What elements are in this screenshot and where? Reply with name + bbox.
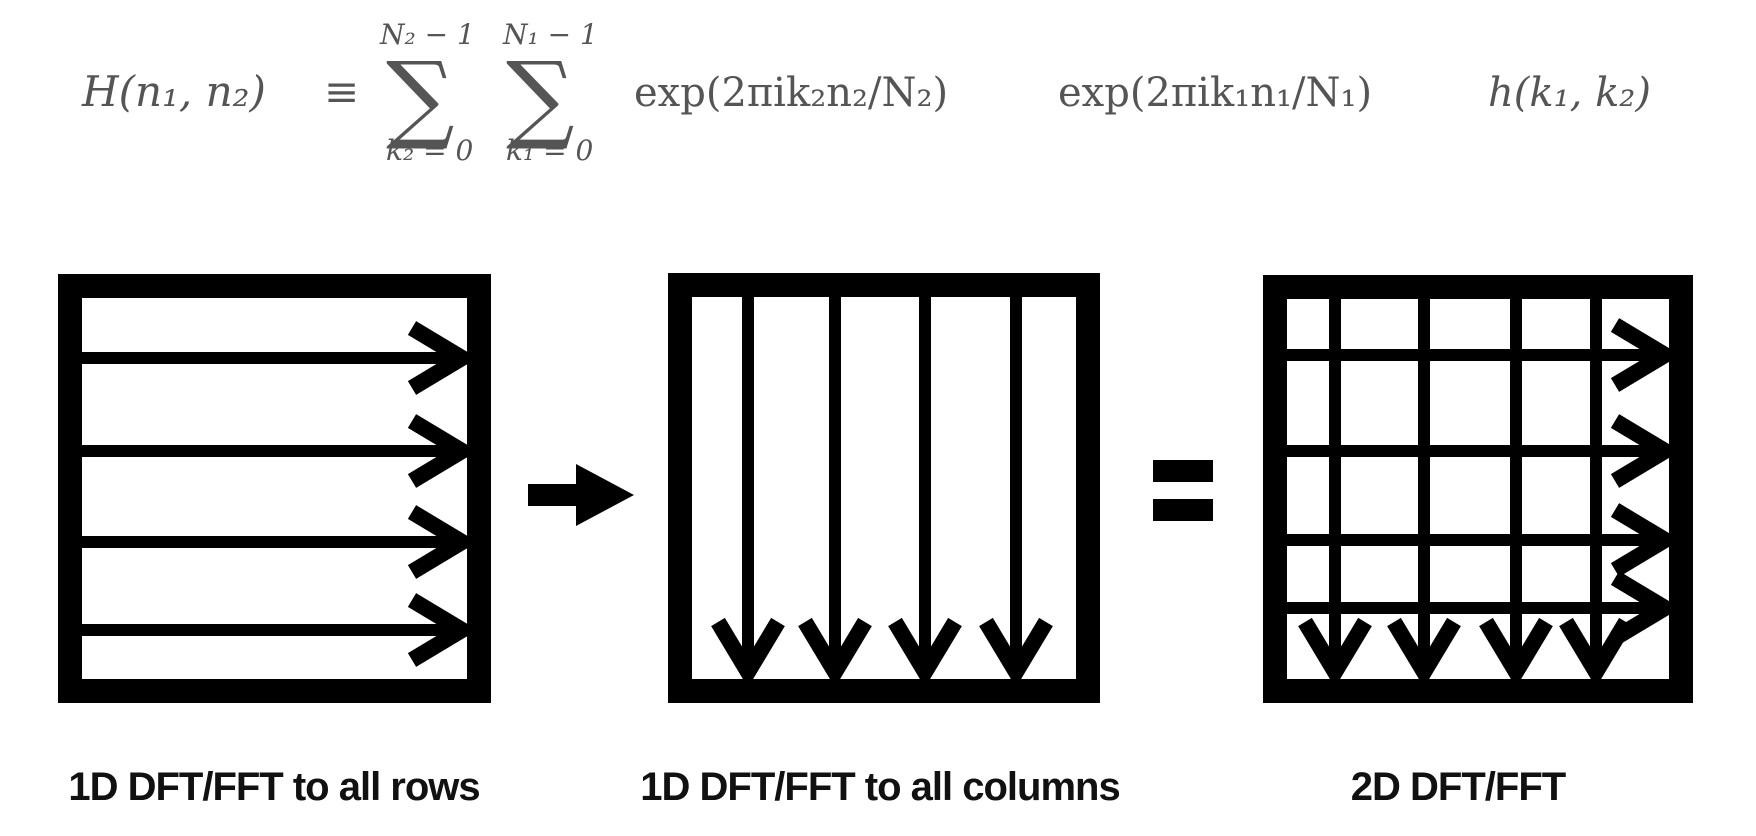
row-arrow (1287, 578, 1665, 638)
equals-sign-icon (1153, 460, 1213, 521)
row-arrow (1287, 421, 1665, 481)
column-arrow (805, 297, 865, 672)
panel-grid-frame (1263, 275, 1693, 703)
formula: H(n₁, n₂) ≡ N₂ − 1 ∑ k₂ = 0 N₁ − 1 ∑ k₁ … (81, 18, 1651, 167)
panel-rows: 1D DFT/FFT to all rows (58, 274, 491, 809)
sum-inner-lower: k₁ = 0 (506, 134, 593, 167)
column-arrow (986, 297, 1046, 672)
sum-outer-lower: k₂ = 0 (386, 134, 473, 167)
column-arrow (1394, 299, 1454, 672)
column-arrow (895, 297, 955, 672)
panel-columns-frame (668, 273, 1100, 703)
panel-columns-caption: 1D DFT/FFT to all columns (640, 765, 1119, 809)
panel-grid: 2D DFT/FFT (1263, 275, 1693, 809)
sum-inner-symbol: ∑ (506, 41, 575, 153)
column-arrow (1486, 299, 1546, 672)
right-arrow-icon (528, 464, 634, 526)
sum-inner-upper: N₁ − 1 (502, 18, 598, 51)
panel-rows-caption: 1D DFT/FFT to all rows (68, 765, 479, 809)
row-arrow (82, 512, 462, 572)
row-arrow (82, 600, 462, 660)
row-arrow (82, 328, 462, 388)
row-arrow (82, 421, 462, 481)
panel-columns: 1D DFT/FFT to all columns (640, 273, 1121, 809)
column-arrow (718, 297, 778, 672)
sum-outer-symbol: ∑ (386, 41, 455, 153)
column-arrow (1305, 299, 1365, 672)
panel-grid-caption: 2D DFT/FFT (1351, 765, 1566, 809)
formula-equiv: ≡ (324, 67, 359, 116)
formula-term-1: exp(2πik₂n₂/N₂) (634, 70, 948, 116)
panel-rows-frame (58, 274, 491, 703)
column-arrow (1566, 299, 1626, 672)
row-arrow (1287, 325, 1665, 385)
formula-term-2: exp(2πik₁n₁/N₁) (1058, 70, 1372, 116)
formula-term-3: h(k₁, k₂) (1488, 70, 1651, 116)
sum-outer-upper: N₂ − 1 (379, 18, 475, 51)
formula-lhs: H(n₁, n₂) (81, 67, 266, 116)
row-arrow (1287, 510, 1665, 570)
